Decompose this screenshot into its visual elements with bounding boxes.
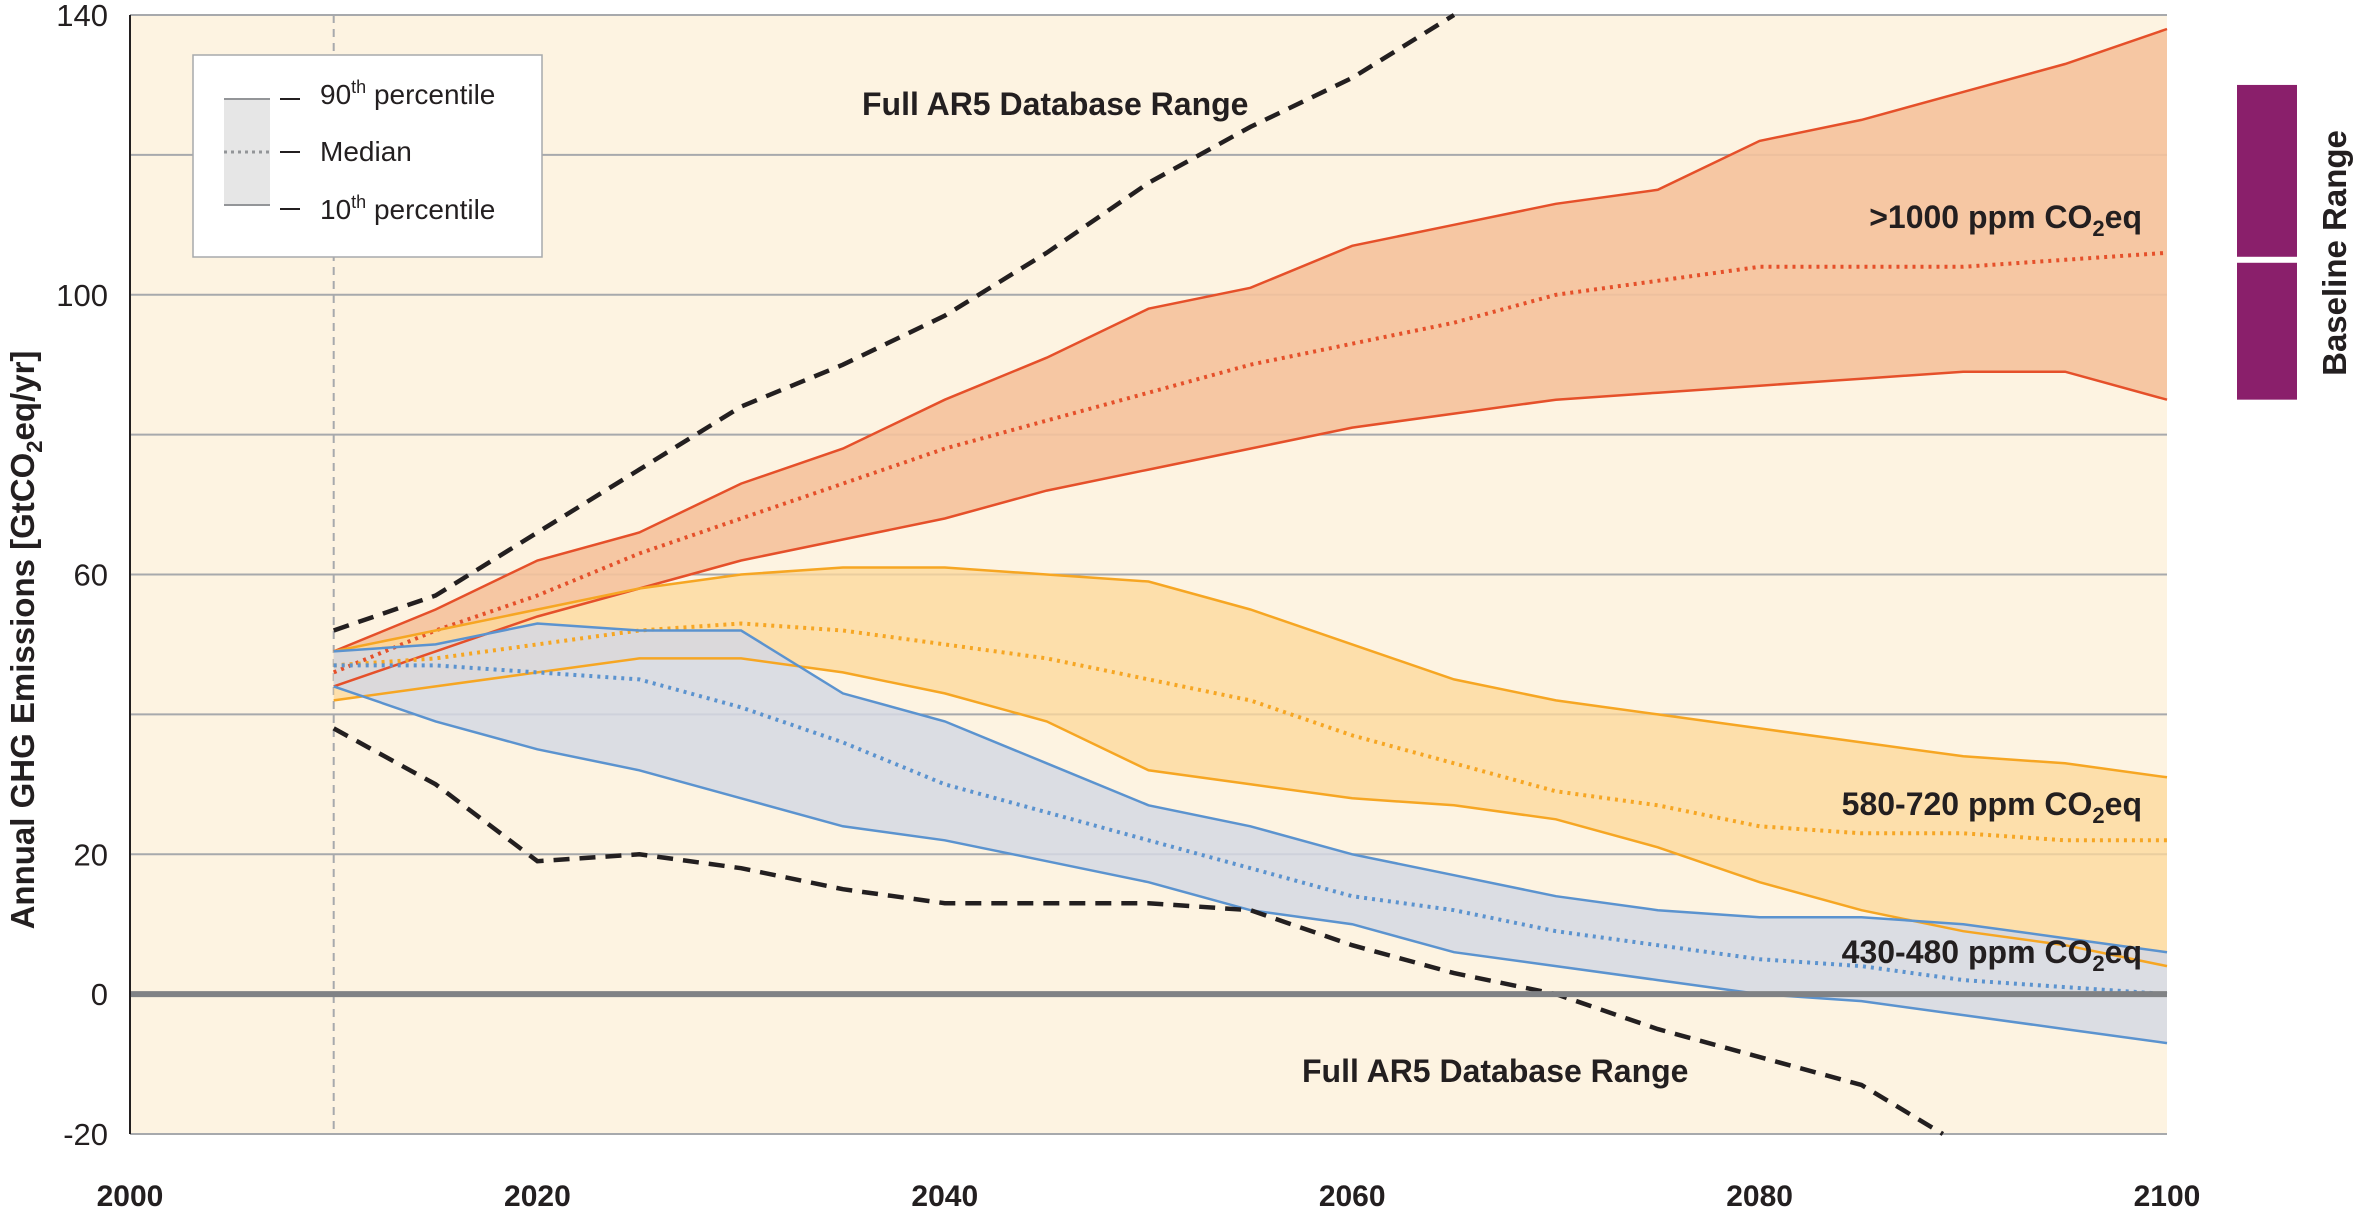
y-tick-0: 0 — [91, 977, 108, 1012]
band-mid — [333, 567, 2168, 967]
x-tick-2040: 2040 — [911, 1180, 978, 1213]
scenario-bands — [332, 27, 2168, 1045]
baseline-range — [2237, 84, 2297, 400]
baseline-bar-upper — [2237, 84, 2297, 257]
y-axis-label: Annual GHG Emissions [GtCO2eq/yr] — [4, 351, 47, 930]
range-line-lower — [332, 726, 1945, 1136]
line-mid-p10 — [333, 657, 2168, 968]
y-tick-60: 60 — [74, 558, 108, 593]
annotation-full-range-bottom: Full AR5 Database Range — [1302, 1053, 1688, 1089]
legend: 90th percentile Median 10th percentile — [192, 54, 543, 258]
baseline-bar-lower — [2237, 262, 2297, 400]
legend-p10-label: 10th percentile — [320, 192, 495, 225]
x-tick-2080: 2080 — [1726, 1180, 1793, 1213]
annotation-high-scenario: >1000 ppm CO2eq — [1869, 199, 2142, 241]
annotation-full-range-top: Full AR5 Database Range — [862, 86, 1248, 122]
x-tick-2060: 2060 — [1319, 1180, 1386, 1213]
x-tick-2000: 2000 — [97, 1180, 164, 1213]
database-range-lines — [332, 13, 1945, 1136]
y-tick-20: 20 — [74, 837, 108, 872]
line-low-p10 — [333, 685, 2168, 1045]
x-tick-2100: 2100 — [2134, 1180, 2201, 1213]
legend-median-label: Median — [320, 136, 412, 167]
line-low-p90 — [333, 622, 2168, 954]
x-tick-2020: 2020 — [504, 1180, 571, 1213]
line-mid-median — [333, 621, 2167, 843]
band-high — [333, 29, 2168, 687]
y-tick-140: 140 — [56, 0, 108, 33]
annotation-mid-scenario: 580-720 ppm CO2eq — [1842, 786, 2142, 828]
line-high-median — [332, 250, 2168, 675]
line-mid-p90 — [333, 566, 2168, 779]
baseline-range-label: Baseline Range — [2316, 130, 2353, 376]
y-tick-100: 100 — [56, 278, 108, 313]
y-tick--20: -20 — [63, 1117, 108, 1152]
band-low — [333, 623, 2168, 1044]
range-line-upper — [332, 13, 1456, 633]
annotation-low-scenario: 430-480 ppm CO2eq — [1842, 934, 2142, 976]
line-high-p90 — [333, 27, 2168, 653]
line-low-median — [333, 663, 2168, 997]
legend-p90-label: 90th percentile — [320, 77, 495, 110]
